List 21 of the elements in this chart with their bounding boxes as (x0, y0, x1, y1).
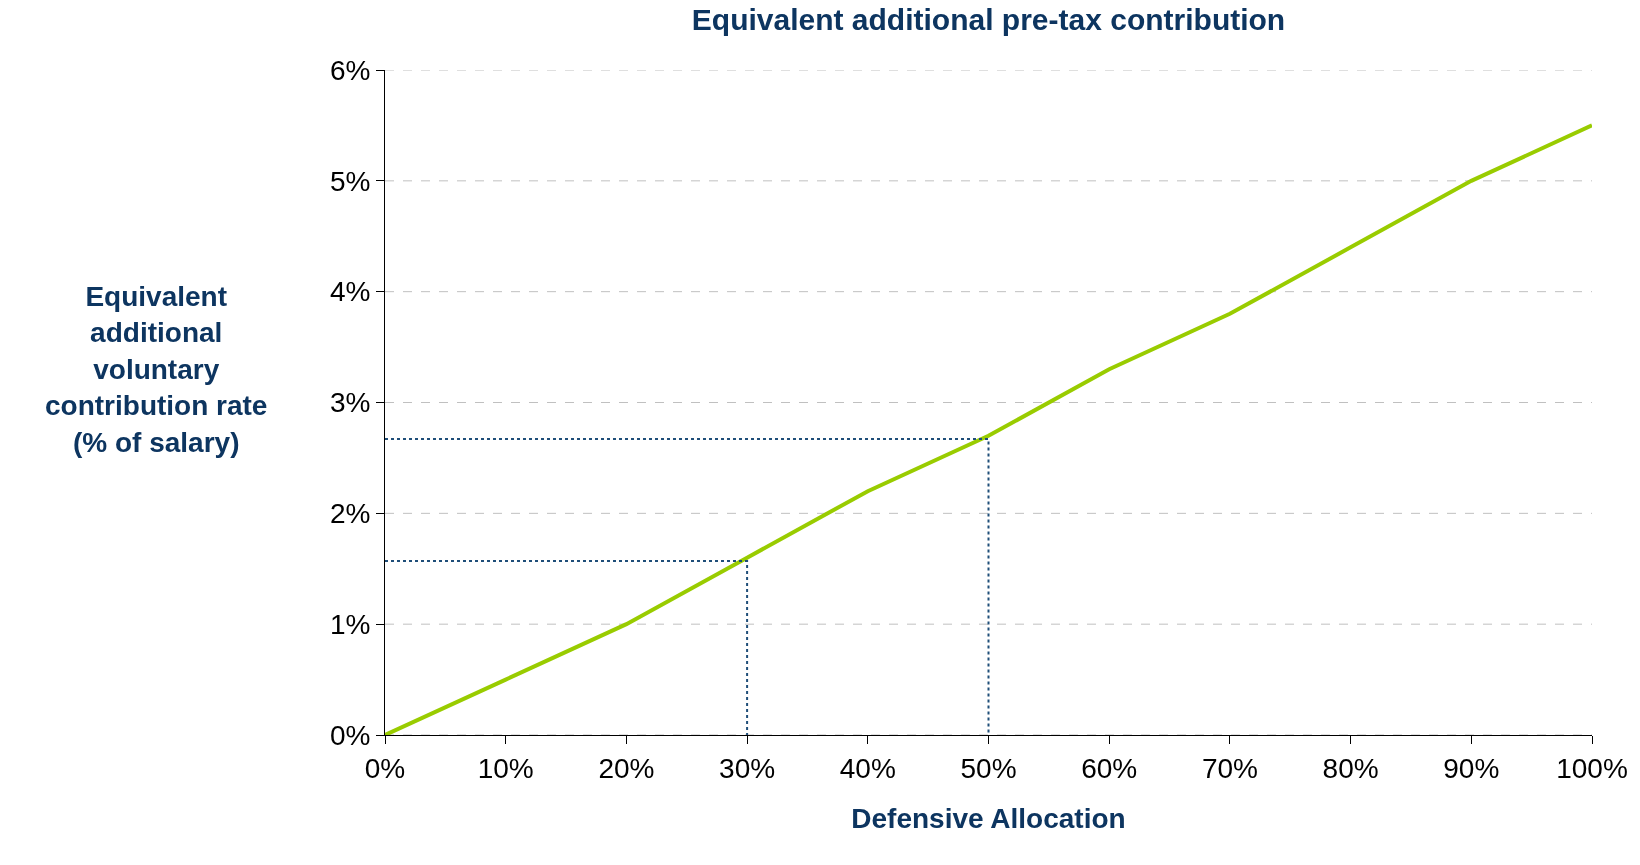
y-tick-label: 3% (329, 387, 371, 419)
x-axis-title: Defensive Allocation (851, 802, 1126, 834)
x-tick-label: 70% (1201, 752, 1258, 784)
x-tick-label: 80% (1322, 752, 1379, 784)
y-tick-label: 0% (329, 719, 371, 751)
y-tick-label: 2% (329, 498, 371, 530)
y-tick-label: 5% (329, 165, 371, 197)
x-tick-label: 30% (719, 752, 776, 784)
y-tick-label: 6% (329, 54, 371, 86)
chart-title: Equivalent additional pre-tax contribution (691, 2, 1286, 36)
y-tick-label: 1% (329, 608, 371, 640)
x-tick-label: 20% (598, 752, 655, 784)
x-tick-label: 60% (1081, 752, 1138, 784)
x-tick-label: 40% (839, 752, 896, 784)
y-axis-title: Equivalent additional voluntary contribution rate (% of salary) (45, 281, 268, 458)
y-tick-label: 4% (329, 276, 371, 308)
x-tick-label: 0% (364, 752, 406, 784)
x-tick-label: 100% (1556, 752, 1628, 784)
x-tick-label: 90% (1443, 752, 1500, 784)
x-tick-label: 50% (960, 752, 1017, 784)
x-tick-label: 10% (477, 752, 534, 784)
